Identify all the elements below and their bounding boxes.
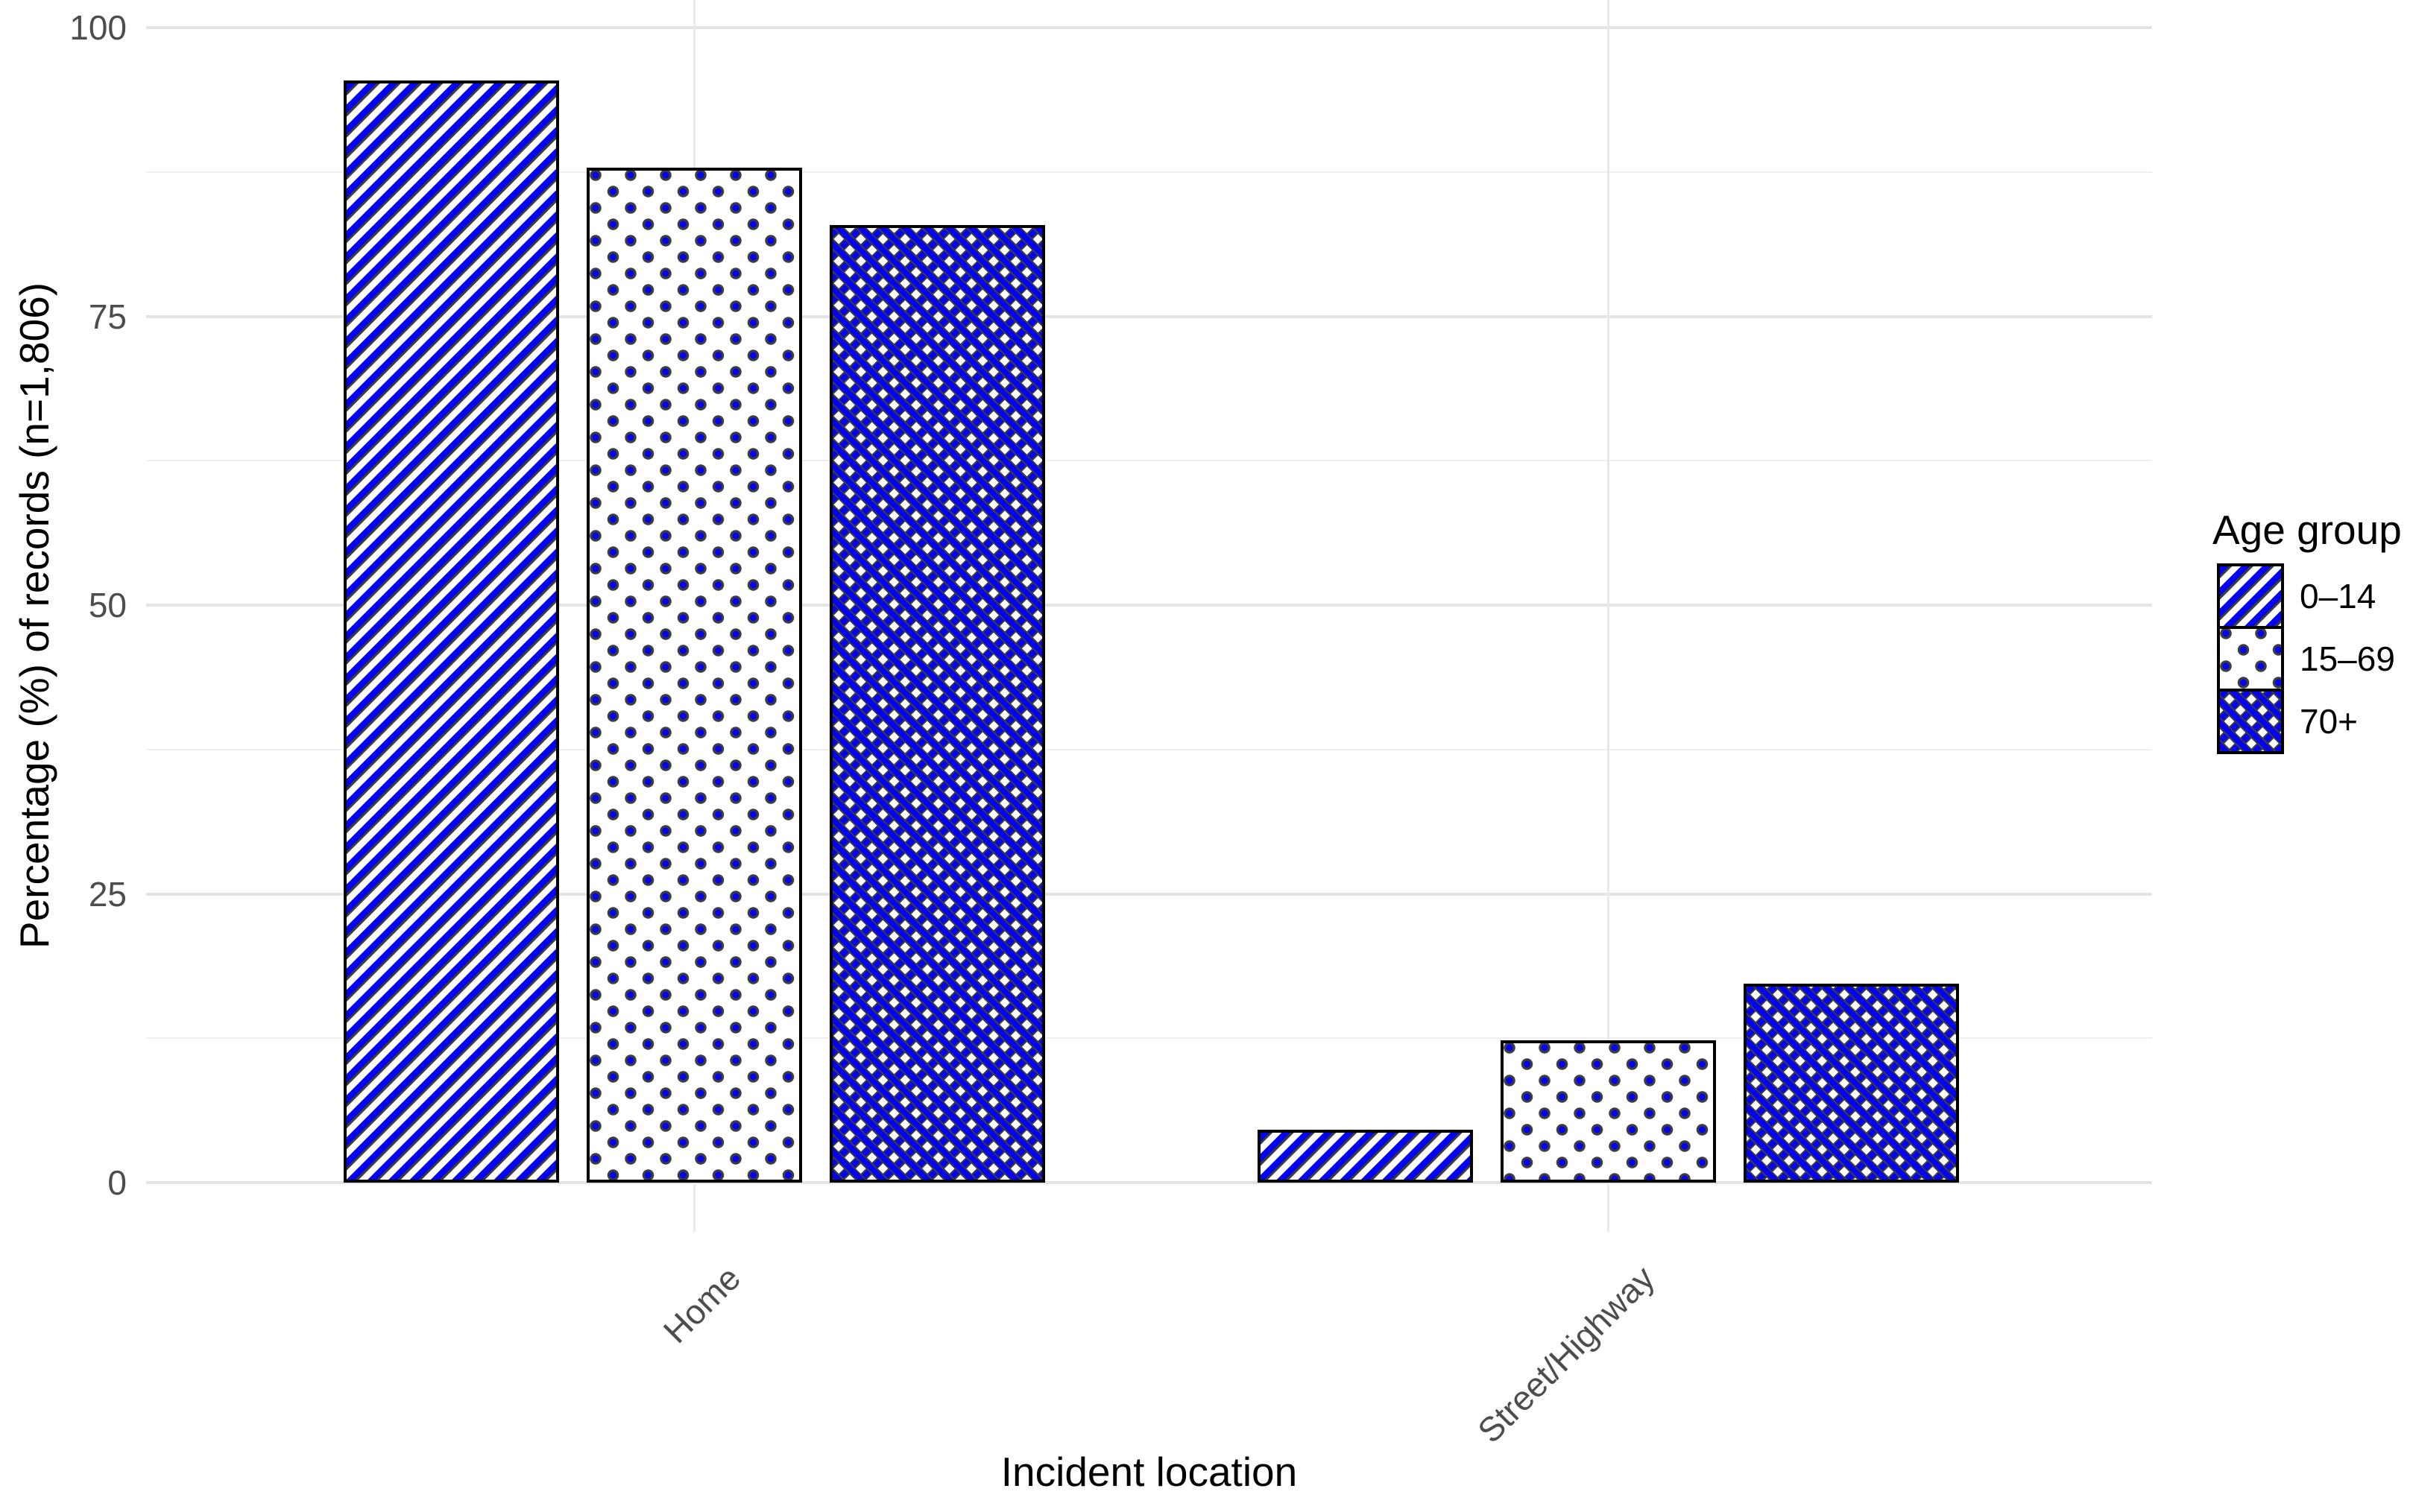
x-axis-title: Incident location [1000,1449,1298,1495]
bar-Home-15–69 [586,167,802,1183]
y-minor-gridline [146,171,2152,173]
bar-Street/Highway-15–69 [1500,1040,1716,1183]
bar-Street/Highway-0–14 [1257,1129,1473,1183]
crosshatch-legend-key-icon [2217,689,2284,754]
y-axis-title: Percentage (%) of records (n=1,806) [11,282,57,949]
y-major-gridline [146,26,2152,29]
bar-Home-0–14 [343,80,559,1183]
legend-item: 0–14 [2217,563,2402,629]
legend-item-label: 0–14 [2300,577,2376,616]
y-minor-gridline [146,1037,2152,1040]
x-category-label: Home [655,1258,748,1351]
y-tick-label: 25 [88,874,127,914]
dots-legend-key-icon [2217,626,2284,692]
plot-panel [146,0,2152,1232]
legend-item: 70+ [2217,689,2402,754]
legend: Age group 0–14 15–69 70+ [2212,508,2402,754]
legend-title: Age group [2212,507,2402,553]
legend-item: 15–69 [2217,626,2402,692]
y-tick-label: 0 [107,1163,127,1202]
x-category-label: Street/Highway [1470,1258,1662,1451]
y-major-gridline [146,314,2152,318]
y-minor-gridline [146,748,2152,750]
y-major-gridline [146,604,2152,607]
y-tick-label: 50 [88,586,127,624]
y-minor-gridline [146,460,2152,462]
y-tick-label: 100 [69,8,127,47]
y-tick-label: 75 [88,297,127,336]
diagonal-stripe-legend-key-icon [2217,563,2284,629]
bar-Street/Highway-70+ [1743,984,1959,1183]
legend-item-label: 15–69 [2300,639,2395,678]
legend-items: 0–14 15–69 70+ [2217,563,2402,754]
legend-item-label: 70+ [2300,702,2359,741]
x-major-gridline [1606,0,1609,1232]
bar-Home-70+ [829,225,1045,1183]
y-major-gridline [146,1181,2152,1184]
y-major-gridline [146,892,2152,896]
